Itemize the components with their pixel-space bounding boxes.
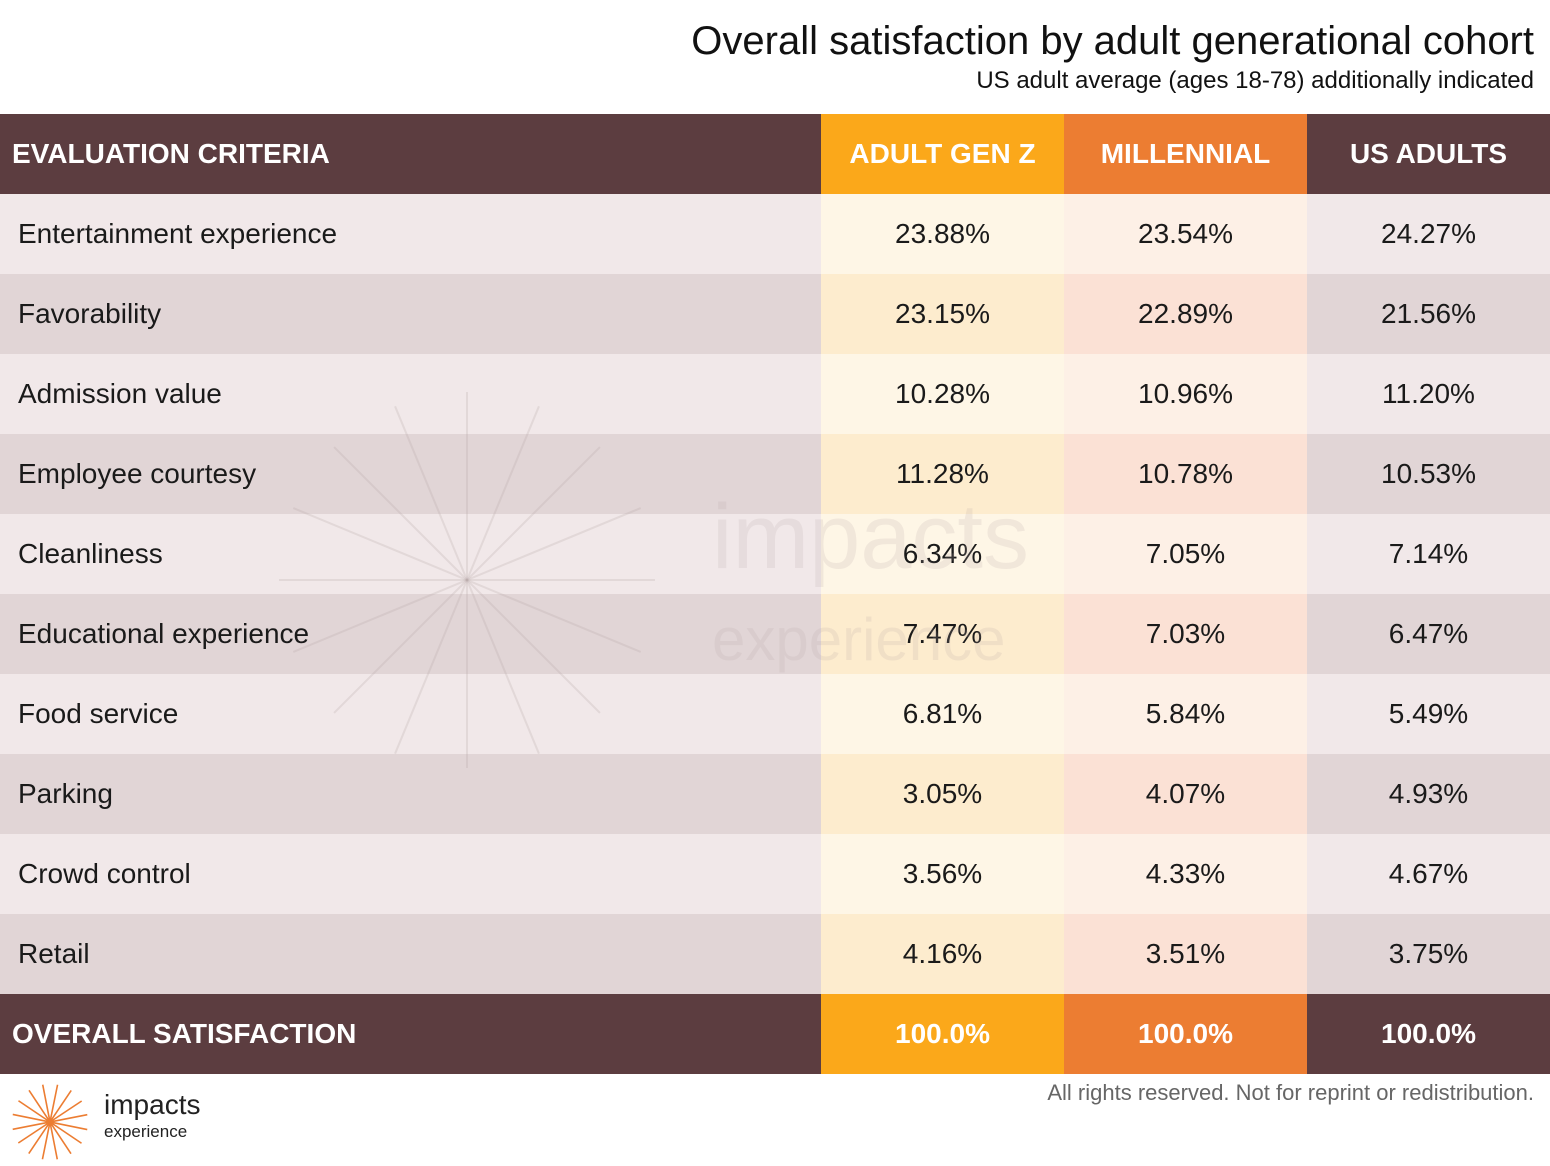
cell-millennial: 22.89% <box>1064 274 1307 354</box>
cell-gen-z: 23.15% <box>821 274 1064 354</box>
column-header-gen-z: ADULT GEN Z <box>821 114 1064 194</box>
column-header-criteria: EVALUATION CRITERIA <box>0 114 821 194</box>
logo-word: impacts <box>104 1089 201 1120</box>
total-gen-z: 100.0% <box>821 994 1064 1074</box>
cell-us-adults: 4.93% <box>1307 754 1550 834</box>
cell-millennial: 10.96% <box>1064 354 1307 434</box>
table-row: Favorability 23.15% 22.89% 21.56% <box>0 274 1550 354</box>
table-row: Crowd control 3.56% 4.33% 4.67% <box>0 834 1550 914</box>
cell-millennial: 3.51% <box>1064 914 1307 994</box>
cell-gen-z: 23.88% <box>821 194 1064 274</box>
cell-criteria: Cleanliness <box>0 514 821 594</box>
table-row: Cleanliness 6.34% 7.05% 7.14% <box>0 514 1550 594</box>
cell-millennial: 10.78% <box>1064 434 1307 514</box>
table-row: Food service 6.81% 5.84% 5.49% <box>0 674 1550 754</box>
cell-criteria: Food service <box>0 674 821 754</box>
cell-us-adults: 10.53% <box>1307 434 1550 514</box>
total-label: OVERALL SATISFACTION <box>0 994 821 1074</box>
cell-us-adults: 21.56% <box>1307 274 1550 354</box>
cell-criteria: Admission value <box>0 354 821 434</box>
cell-us-adults: 7.14% <box>1307 514 1550 594</box>
cell-gen-z: 6.81% <box>821 674 1064 754</box>
cell-us-adults: 11.20% <box>1307 354 1550 434</box>
cell-us-adults: 6.47% <box>1307 594 1550 674</box>
cell-gen-z: 6.34% <box>821 514 1064 594</box>
chart-subtitle: US adult average (ages 18-78) additional… <box>976 67 1534 94</box>
table-row: Retail 4.16% 3.51% 3.75% <box>0 914 1550 994</box>
table-row: Admission value 10.28% 10.96% 11.20% <box>0 354 1550 434</box>
table-row: Parking 3.05% 4.07% 4.93% <box>0 754 1550 834</box>
cell-millennial: 4.07% <box>1064 754 1307 834</box>
cell-criteria: Employee courtesy <box>0 434 821 514</box>
cell-gen-z: 10.28% <box>821 354 1064 434</box>
cell-criteria: Educational experience <box>0 594 821 674</box>
cell-us-adults: 3.75% <box>1307 914 1550 994</box>
cell-criteria: Favorability <box>0 274 821 354</box>
cell-us-adults: 4.67% <box>1307 834 1550 914</box>
cell-criteria: Crowd control <box>0 834 821 914</box>
cell-millennial: 4.33% <box>1064 834 1307 914</box>
cell-gen-z: 11.28% <box>821 434 1064 514</box>
cell-gen-z: 3.05% <box>821 754 1064 834</box>
cell-criteria: Retail <box>0 914 821 994</box>
table-row: Employee courtesy 11.28% 10.78% 10.53% <box>0 434 1550 514</box>
total-millennial: 100.0% <box>1064 994 1307 1074</box>
cell-millennial: 7.05% <box>1064 514 1307 594</box>
cell-gen-z: 4.16% <box>821 914 1064 994</box>
table-body: Entertainment experience 23.88% 23.54% 24.2… <box>0 194 1550 994</box>
column-header-millennial: MILLENNIAL <box>1064 114 1307 194</box>
cell-gen-z: 7.47% <box>821 594 1064 674</box>
cell-criteria: Parking <box>0 754 821 834</box>
cell-millennial: 5.84% <box>1064 674 1307 754</box>
logo-sub: experience <box>104 1122 188 1141</box>
table-header-row: EVALUATION CRITERIA ADULT GEN Z MILLENNI… <box>0 114 1550 194</box>
copyright-note: All rights reserved. Not for reprint or … <box>1047 1080 1534 1105</box>
cell-millennial: 7.03% <box>1064 594 1307 674</box>
table-total-row: OVERALL SATISFACTION 100.0% 100.0% 100.0… <box>0 994 1550 1074</box>
sunburst-icon <box>12 1084 88 1160</box>
cell-criteria: Entertainment experience <box>0 194 821 274</box>
cell-gen-z: 3.56% <box>821 834 1064 914</box>
chart-title: Overall satisfaction by adult generation… <box>691 19 1534 63</box>
cell-millennial: 23.54% <box>1064 194 1307 274</box>
cell-us-adults: 24.27% <box>1307 194 1550 274</box>
total-us-adults: 100.0% <box>1307 994 1550 1074</box>
table-row: Entertainment experience 23.88% 23.54% 24.2… <box>0 194 1550 274</box>
table-row: Educational experience 7.47% 7.03% 6.47% <box>0 594 1550 674</box>
satisfaction-table: EVALUATION CRITERIA ADULT GEN Z MILLENNI… <box>0 114 1550 1074</box>
cell-us-adults: 5.49% <box>1307 674 1550 754</box>
column-header-us-adults: US ADULTS <box>1307 114 1550 194</box>
